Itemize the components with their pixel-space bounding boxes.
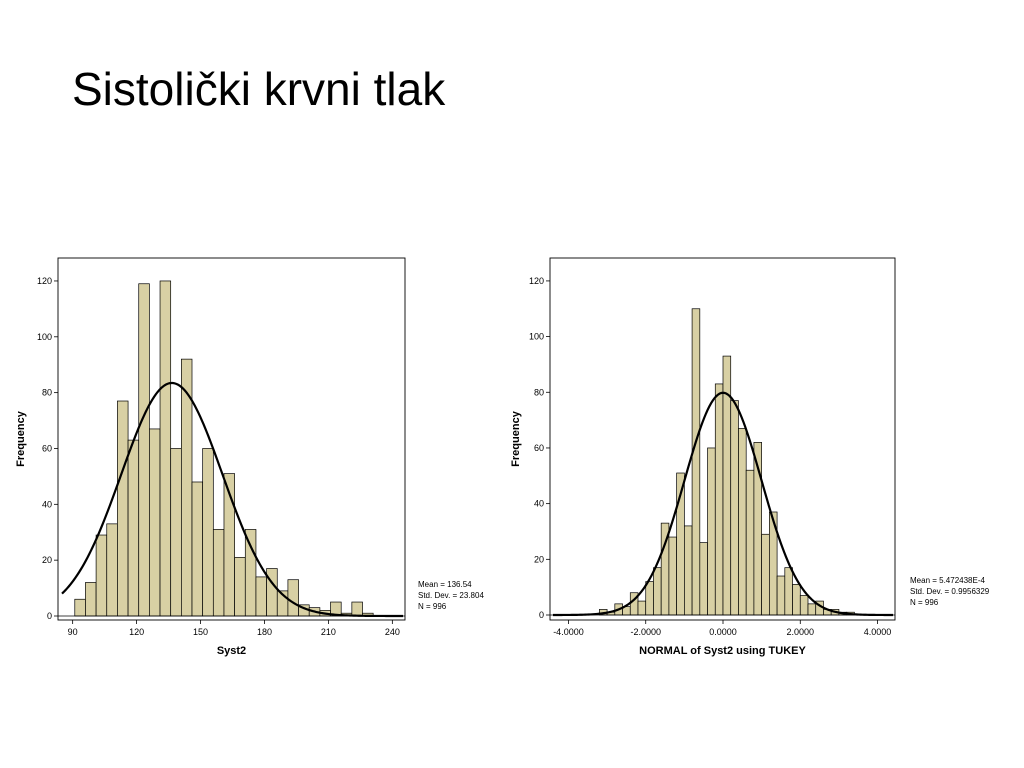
x-tick-label: 0.0000: [709, 627, 737, 637]
y-tick-label: 0: [539, 610, 544, 620]
y-tick-label: 60: [42, 443, 52, 453]
plot-frame: [549, 257, 896, 621]
histogram-bar: [645, 581, 654, 616]
y-tick-label: 0: [47, 611, 52, 621]
histogram-bar: [668, 536, 677, 616]
histogram-bar: [691, 308, 701, 616]
histogram-bar: [95, 534, 108, 617]
histogram-normal-syst2-svg: 0 20 40 60 80 100 120 -4.0000 -2.0000 0.0000 2.000…: [510, 257, 990, 657]
histogram-bar: [255, 576, 267, 617]
y-tick-label: 20: [534, 554, 544, 564]
histogram-bar: [127, 439, 140, 617]
histogram-bar: [807, 603, 817, 616]
y-tick-label: 100: [529, 332, 544, 342]
x-tick-label: 210: [321, 627, 336, 637]
histogram-bar: [707, 447, 716, 616]
histogram-bar: [776, 575, 786, 616]
histogram-bar: [653, 567, 662, 616]
histogram-bar: [799, 595, 809, 616]
x-tick-label: 240: [385, 627, 400, 637]
histogram-bar: [85, 582, 97, 617]
histogram-bar: [159, 280, 172, 617]
histogram-bar: [738, 428, 747, 616]
histogram-bar: [351, 601, 363, 617]
y-tick-label: 20: [42, 555, 52, 565]
stats-line: Mean = 5.472438E-4: [910, 576, 985, 585]
histogram-bar: [202, 448, 214, 617]
histogram-bar: [287, 579, 299, 617]
x-tick-label: 180: [257, 627, 272, 637]
y-tick-label: 40: [42, 499, 52, 509]
histogram-bar: [761, 533, 770, 616]
slide-title: Sistolički krvni tlak: [72, 63, 446, 115]
y-tick-label: 100: [37, 332, 52, 342]
histogram-bar: [684, 525, 693, 616]
y-tick-label: 120: [37, 276, 52, 286]
normal-curve: [61, 381, 403, 618]
histogram-bar: [784, 567, 793, 616]
x-axis-label: Syst2: [217, 645, 246, 657]
x-tick-label: 120: [129, 627, 144, 637]
histogram-bar: [212, 529, 225, 617]
stats-line: N = 996: [910, 598, 939, 607]
y-tick-label: 80: [534, 387, 544, 397]
histogram-syst2-svg: 0 20 40 60 80 100 120 90 120 150 180 210 240 Frequenc…: [15, 257, 484, 657]
stats-line: N = 996: [418, 602, 447, 611]
histogram-bar: [637, 600, 647, 616]
y-axis-label: Frequency: [15, 410, 27, 467]
histogram-normal-syst2: 0 20 40 60 80 100 120 -4.0000 -2.0000 0.0000 2.000…: [505, 250, 1010, 670]
histogram-bar: [792, 584, 801, 616]
y-tick-label: 120: [529, 276, 544, 286]
histogram-bar: [244, 529, 257, 617]
x-tick-label: 90: [68, 627, 78, 637]
x-axis-label: NORMAL of Syst2 using TUKEY: [639, 645, 806, 657]
histogram-bar: [745, 469, 755, 616]
histogram-bar: [106, 523, 118, 617]
histogram-bar: [149, 428, 161, 617]
y-tick-label: 80: [42, 388, 52, 398]
histogram-bar: [117, 400, 129, 617]
x-tick-label: 150: [193, 627, 208, 637]
y-tick-label: 60: [534, 443, 544, 453]
histogram-bar: [266, 568, 278, 617]
stats-line: Std. Dev. = 23.804: [418, 591, 484, 600]
normal-curve: [552, 391, 894, 617]
stats-line: Mean = 136.54: [418, 580, 472, 589]
histogram-bar: [74, 598, 86, 617]
x-tick-label: -4.0000: [553, 627, 584, 637]
histogram-bar: [234, 557, 246, 617]
x-tick-label: 2.0000: [787, 627, 815, 637]
stats-line: Std. Dev. = 0.9956329: [910, 587, 990, 596]
histogram-bar: [170, 448, 182, 617]
histogram-bar: [714, 383, 724, 616]
plot-frame: [57, 257, 406, 621]
y-tick-label: 40: [534, 499, 544, 509]
x-tick-label: 4.0000: [864, 627, 892, 637]
histogram-syst2: 0 20 40 60 80 100 120 90 120 150 180 210 240 Frequenc…: [10, 250, 510, 670]
histogram-bar: [191, 481, 204, 617]
histogram-bar: [730, 400, 739, 616]
y-axis-label: Frequency: [510, 410, 522, 467]
histogram-bar: [138, 283, 150, 617]
histogram-bar: [699, 542, 708, 616]
x-tick-label: -2.0000: [630, 627, 661, 637]
